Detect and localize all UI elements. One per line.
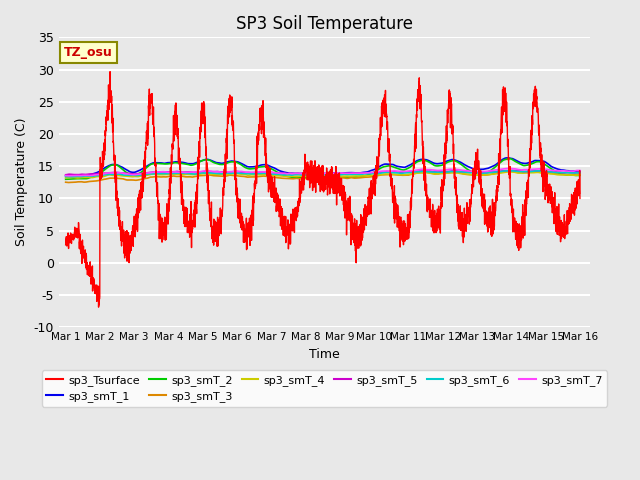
Line: sp3_Tsurface: sp3_Tsurface (66, 72, 580, 307)
sp3_smT_5 (120, 170, 128, 176)
sp3_smT_7 (511, 166, 518, 172)
sp3_smT_2 (282, 173, 289, 179)
sp3_smT_7 (566, 168, 574, 174)
sp3_smT_3 (505, 168, 513, 174)
sp3_smT_5 (62, 172, 70, 178)
Text: TZ_osu: TZ_osu (64, 46, 113, 59)
sp3_smT_5 (508, 168, 515, 173)
sp3_smT_7 (506, 166, 513, 171)
Line: sp3_smT_3: sp3_smT_3 (66, 171, 580, 182)
sp3_smT_5 (259, 169, 267, 175)
sp3_smT_1 (511, 157, 518, 163)
sp3_smT_2 (511, 158, 518, 164)
Line: sp3_smT_5: sp3_smT_5 (66, 170, 580, 175)
sp3_smT_7 (576, 168, 584, 173)
Legend: sp3_Tsurface, sp3_smT_1, sp3_smT_2, sp3_smT_3, sp3_smT_4, sp3_smT_5, sp3_smT_6, : sp3_Tsurface, sp3_smT_1, sp3_smT_2, sp3_… (42, 371, 607, 407)
sp3_Tsurface (259, 116, 267, 121)
sp3_Tsurface (282, 229, 289, 235)
sp3_smT_6 (511, 168, 518, 174)
sp3_smT_1 (566, 168, 574, 174)
sp3_smT_7 (120, 170, 128, 176)
sp3_smT_3 (259, 173, 267, 179)
sp3_smT_4 (576, 172, 584, 178)
sp3_smT_6 (120, 172, 128, 178)
Line: sp3_smT_4: sp3_smT_4 (66, 172, 580, 178)
sp3_smT_1 (503, 155, 511, 161)
sp3_smT_1 (120, 166, 128, 171)
sp3_Tsurface (62, 242, 70, 248)
sp3_smT_3 (566, 171, 574, 177)
sp3_smT_4 (151, 171, 159, 177)
sp3_smT_2 (576, 172, 584, 178)
sp3_smT_5 (566, 169, 574, 175)
sp3_smT_7 (151, 169, 159, 175)
sp3_smT_4 (511, 169, 518, 175)
sp3_smT_5 (282, 170, 289, 176)
sp3_smT_1 (259, 162, 267, 168)
sp3_smT_4 (504, 169, 511, 175)
sp3_smT_3 (120, 177, 128, 182)
sp3_smT_1 (62, 173, 70, 179)
sp3_smT_3 (65, 180, 72, 185)
sp3_smT_4 (566, 172, 574, 178)
sp3_smT_6 (506, 168, 514, 174)
sp3_smT_6 (68, 174, 76, 180)
sp3_smT_6 (259, 170, 267, 176)
X-axis label: Time: Time (309, 348, 340, 360)
sp3_Tsurface (121, 255, 129, 261)
sp3_smT_2 (120, 168, 128, 174)
sp3_smT_3 (282, 176, 289, 181)
Line: sp3_smT_1: sp3_smT_1 (66, 158, 580, 176)
sp3_Tsurface (106, 69, 114, 74)
sp3_smT_2 (62, 177, 70, 182)
sp3_smT_1 (576, 168, 584, 174)
sp3_smT_3 (62, 180, 70, 185)
sp3_smT_3 (511, 168, 518, 174)
sp3_smT_7 (259, 169, 267, 175)
sp3_smT_6 (576, 170, 584, 176)
sp3_Tsurface (576, 195, 584, 201)
sp3_Tsurface (566, 218, 574, 224)
sp3_Tsurface (511, 220, 518, 226)
Line: sp3_smT_7: sp3_smT_7 (66, 168, 580, 176)
sp3_smT_2 (506, 156, 513, 161)
sp3_smT_7 (282, 170, 289, 176)
sp3_smT_5 (151, 169, 159, 175)
sp3_smT_5 (511, 168, 518, 173)
sp3_smT_6 (566, 170, 574, 176)
sp3_smT_6 (282, 172, 289, 178)
sp3_smT_7 (65, 173, 72, 179)
sp3_smT_4 (120, 173, 128, 179)
sp3_smT_6 (62, 174, 70, 180)
sp3_smT_5 (576, 169, 584, 175)
Line: sp3_smT_2: sp3_smT_2 (66, 158, 580, 180)
sp3_smT_2 (566, 172, 574, 178)
sp3_smT_4 (62, 175, 70, 180)
sp3_smT_3 (151, 174, 159, 180)
sp3_smT_3 (576, 171, 584, 177)
sp3_smT_4 (282, 173, 289, 179)
sp3_smT_2 (151, 161, 159, 167)
sp3_smT_4 (74, 175, 81, 181)
sp3_smT_1 (151, 160, 159, 166)
sp3_Tsurface (95, 304, 102, 310)
Title: SP3 Soil Temperature: SP3 Soil Temperature (236, 15, 413, 33)
Y-axis label: Soil Temperature (C): Soil Temperature (C) (15, 118, 28, 247)
sp3_smT_6 (151, 171, 159, 177)
sp3_Tsurface (151, 157, 159, 163)
sp3_smT_2 (259, 164, 267, 169)
sp3_smT_4 (259, 172, 267, 178)
sp3_smT_7 (62, 173, 70, 179)
Line: sp3_smT_6: sp3_smT_6 (66, 171, 580, 177)
sp3_smT_1 (282, 169, 289, 175)
